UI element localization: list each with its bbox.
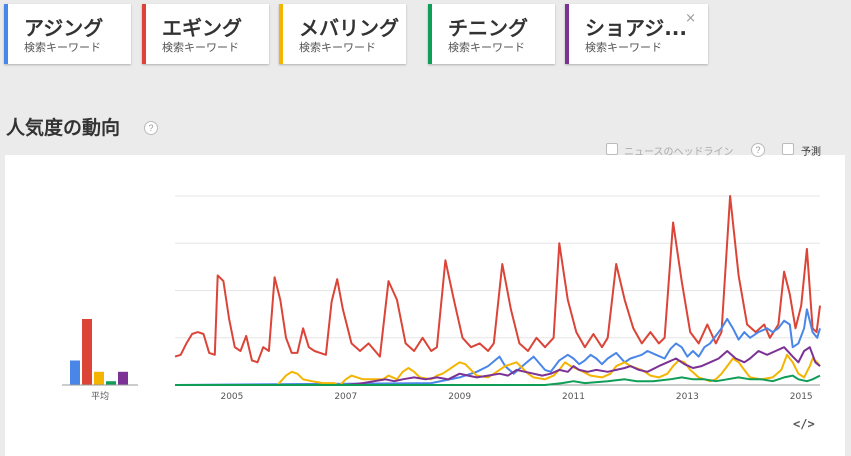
forecast-checkbox[interactable]	[782, 143, 794, 155]
term-card-eging[interactable]: エギング 検索キーワード	[142, 4, 269, 64]
term-subtitle: 検索キーワード	[299, 41, 376, 54]
average-bar	[106, 381, 116, 385]
term-card-chining[interactable]: チニング 検索キーワード	[428, 4, 555, 64]
term-subtitle: 検索キーワード	[162, 41, 239, 54]
term-name: チニング	[448, 16, 528, 40]
series-line	[175, 353, 821, 386]
forecast-label: 予測	[801, 147, 821, 158]
x-tick-label: 2015	[790, 392, 813, 402]
series-line	[175, 346, 821, 386]
series-line	[174, 308, 821, 386]
term-subtitle: 検索キーワード	[585, 41, 662, 54]
x-tick-label: 2005	[220, 392, 243, 402]
embed-icon[interactable]: </>	[793, 417, 815, 431]
average-bar	[94, 371, 104, 385]
average-label: 平均	[91, 390, 109, 402]
x-tick-label: 2011	[562, 392, 585, 402]
close-icon[interactable]: ×	[685, 11, 696, 26]
average-bar	[70, 360, 80, 385]
x-tick-label: 2009	[448, 392, 471, 402]
term-name: アジング	[24, 16, 104, 40]
x-tick-label: 2007	[334, 392, 357, 402]
average-bar	[118, 371, 128, 385]
term-subtitle: 検索キーワード	[448, 41, 525, 54]
news-headlines-checkbox[interactable]	[606, 143, 618, 155]
term-card-aging[interactable]: アジング 検索キーワード	[4, 4, 131, 64]
section-title: 人気度の動向	[6, 117, 121, 139]
help-icon[interactable]: ?	[144, 121, 158, 135]
term-name: エギング	[162, 16, 242, 40]
average-bar	[82, 319, 92, 385]
series-line	[175, 374, 821, 386]
term-name: ショアジ...	[585, 16, 687, 40]
term-card-shorejig[interactable]: ショアジ... 検索キーワード ×	[565, 4, 708, 64]
term-name: メバリング	[299, 16, 399, 40]
x-tick-label: 2013	[676, 392, 699, 402]
chart-panel	[5, 155, 845, 456]
series-line	[174, 195, 821, 364]
term-card-mebaring[interactable]: メバリング 検索キーワード	[279, 4, 406, 64]
help-icon[interactable]: ?	[751, 143, 765, 157]
term-subtitle: 検索キーワード	[24, 41, 101, 54]
news-headlines-label: ニュースのヘッドライン	[624, 147, 734, 158]
